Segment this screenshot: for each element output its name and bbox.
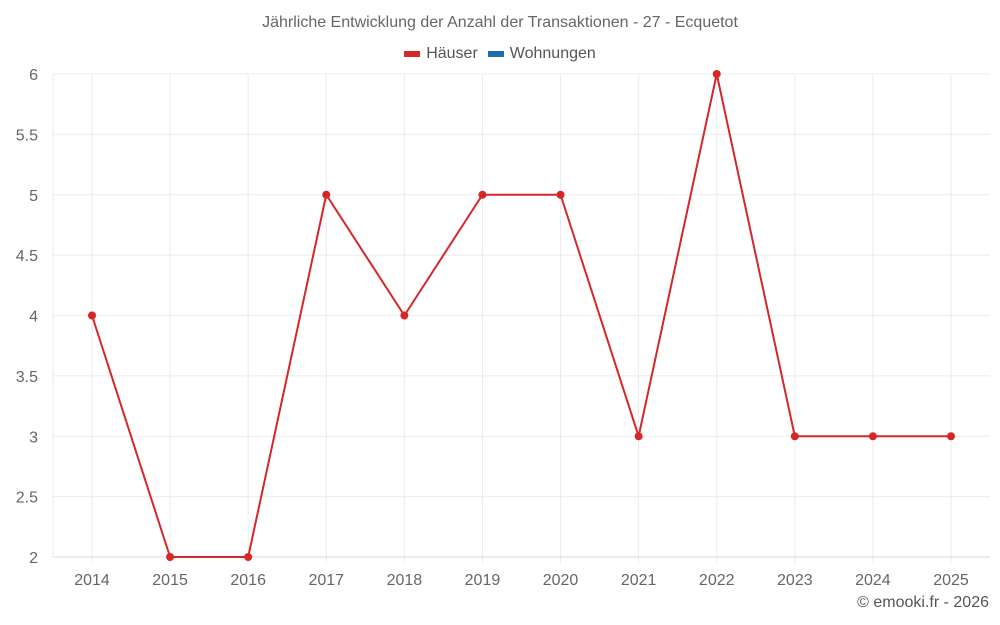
data-point xyxy=(478,190,487,199)
legend-label-apartments: Wohnungen xyxy=(509,45,596,62)
grid-lines xyxy=(52,73,990,563)
chart-title: Jährliche Entwicklung der Anzahl der Tra… xyxy=(262,14,738,31)
y-tick-label: 4 xyxy=(29,309,38,326)
y-axis-ticks: 2 2.5 3 3.5 4 4.5 5 5.5 6 xyxy=(16,67,38,567)
series-houses xyxy=(88,70,955,561)
data-point xyxy=(868,432,877,441)
x-axis-ticks: 2014 2015 2016 2017 2018 2019 2020 2021 2022 2023… xyxy=(74,572,969,589)
y-tick-label: 3.5 xyxy=(16,369,38,386)
y-tick-label: 2 xyxy=(29,550,38,567)
x-tick-label: 2024 xyxy=(855,572,891,589)
x-tick-label: 2014 xyxy=(74,572,110,589)
data-point xyxy=(244,553,253,561)
x-tick-label: 2023 xyxy=(777,572,813,589)
y-tick-label: 4.5 xyxy=(16,248,38,265)
data-point xyxy=(322,190,331,199)
data-line xyxy=(91,73,951,558)
legend-item-apartments[interactable]: Wohnungen xyxy=(487,45,596,63)
y-tick-label: 3 xyxy=(29,429,38,446)
legend-swatch-houses-icon xyxy=(404,51,421,57)
data-point xyxy=(634,432,643,441)
legend: Häuser Wohnungen xyxy=(0,45,1000,63)
legend-label-houses: Häuser xyxy=(426,45,478,62)
x-tick-label: 2025 xyxy=(933,572,969,589)
y-tick-label: 6 xyxy=(29,67,38,84)
data-point xyxy=(400,311,409,320)
x-tick-label: 2022 xyxy=(699,572,735,589)
y-tick-label: 5 xyxy=(29,188,38,205)
data-point xyxy=(790,432,799,441)
x-tick-label: 2015 xyxy=(152,572,188,589)
legend-item-houses[interactable]: Häuser xyxy=(404,45,478,63)
legend-swatch-apartments-icon xyxy=(487,51,504,57)
x-tick-label: 2019 xyxy=(465,572,501,589)
data-point xyxy=(88,311,96,320)
x-tick-label: 2017 xyxy=(308,572,344,589)
x-tick-label: 2020 xyxy=(543,572,579,589)
data-point xyxy=(947,432,955,441)
x-tick-label: 2016 xyxy=(230,572,266,589)
x-tick-label: 2021 xyxy=(621,572,657,589)
y-tick-label: 5.5 xyxy=(16,127,38,144)
y-tick-label: 2.5 xyxy=(16,490,38,507)
x-tick-label: 2018 xyxy=(387,572,423,589)
data-point xyxy=(712,70,721,78)
copyright-credit: © emooki.fr - 2026 xyxy=(857,594,989,611)
data-point xyxy=(556,190,565,199)
data-point xyxy=(166,553,175,561)
